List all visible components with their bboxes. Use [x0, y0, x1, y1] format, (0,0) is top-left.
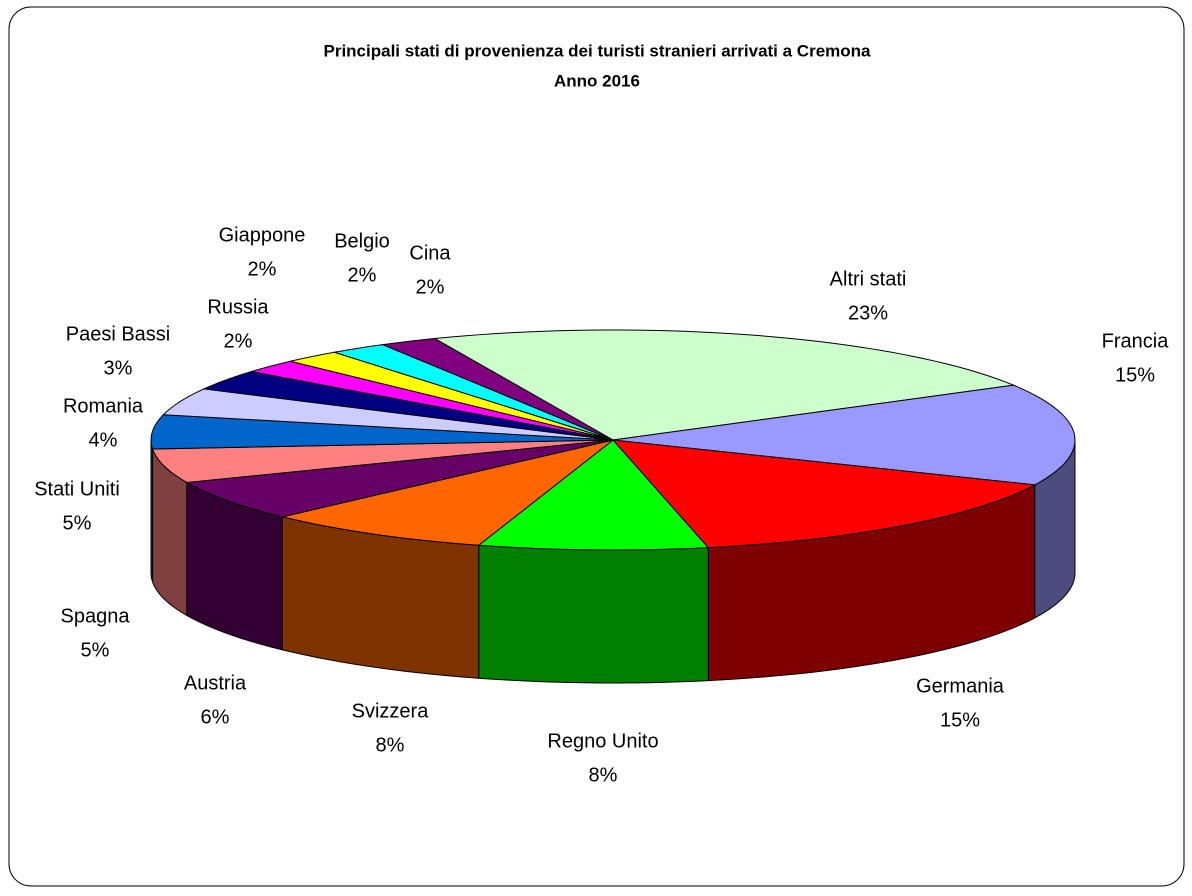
pie-slice [433, 329, 1016, 441]
slice-value-label: 5% [63, 512, 92, 534]
pie-slice [150, 414, 614, 450]
slice-label: Svizzera [352, 700, 430, 722]
slice-value-label: 4% [89, 429, 118, 451]
slice-label: Francia [1102, 330, 1170, 352]
slice-value-label: 2% [248, 258, 277, 280]
slice-label: Stati Uniti [34, 478, 120, 500]
slice-value-label: 8% [376, 734, 405, 756]
slice-label: Russia [207, 296, 269, 318]
slice-value-label: 23% [848, 302, 888, 324]
slice-value-label: 3% [104, 357, 133, 379]
slice-value-label: 2% [416, 276, 445, 298]
slice-label: Austria [184, 672, 247, 694]
slice-value-label: 8% [589, 764, 618, 786]
slice-value-label: 15% [940, 709, 980, 731]
slice-value-label: 5% [81, 639, 110, 661]
pie-slice [612, 384, 1076, 486]
pie-slice [151, 439, 614, 483]
pie-slice [162, 388, 614, 441]
pie-side [150, 439, 154, 583]
chart-title: Principali stati di provenienza dei turi… [323, 41, 871, 60]
pie-slice [202, 371, 614, 441]
slice-label: Paesi Bassi [66, 323, 171, 345]
slice-label: Cina [409, 242, 451, 264]
chart-subtitle: Anno 2016 [554, 71, 640, 90]
slice-label: Germania [916, 675, 1005, 697]
slice-value-label: 2% [224, 330, 253, 352]
slice-label: Giappone [219, 224, 306, 246]
slice-label: Regno Unito [547, 730, 658, 752]
slice-label: Altri stati [830, 268, 907, 290]
slice-value-label: 2% [348, 264, 377, 286]
pie-slice [477, 439, 710, 551]
pie-slice [611, 439, 1037, 549]
slice-value-label: 6% [201, 706, 230, 728]
pie-side [478, 544, 709, 684]
slice-label: Spagna [61, 605, 131, 627]
slice-label: Romania [63, 395, 144, 417]
pie-slice [380, 338, 614, 441]
pie-tops [150, 329, 1076, 551]
pie-slice [282, 439, 614, 546]
pie-slice [185, 439, 614, 518]
slice-label: Belgio [334, 230, 390, 252]
data-labels: Altri stati 23% Francia 15% Germania 15% Regno… [34, 224, 1169, 786]
slice-value-label: 15% [1115, 364, 1155, 386]
